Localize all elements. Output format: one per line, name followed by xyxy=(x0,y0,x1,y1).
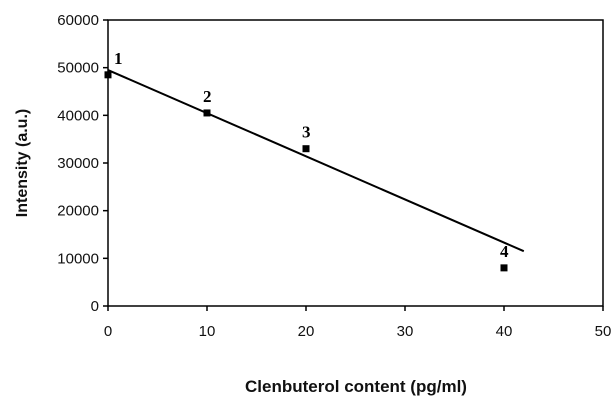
data-point-2 xyxy=(203,109,211,117)
x-tick-label: 10 xyxy=(199,323,216,340)
data-points: 1 2 3 4 xyxy=(104,49,509,272)
x-axis-ticks: 0 10 20 30 40 50 xyxy=(104,306,612,340)
x-tick-label: 0 xyxy=(104,323,112,340)
x-tick-label: 30 xyxy=(397,323,414,340)
x-tick-label: 20 xyxy=(298,323,315,340)
y-tick-label: 0 xyxy=(91,298,99,315)
y-tick-label: 10000 xyxy=(57,250,99,267)
y-tick-label: 30000 xyxy=(57,155,99,172)
point-label-1: 1 xyxy=(114,49,123,68)
data-point-4 xyxy=(500,264,508,272)
data-point-3 xyxy=(302,145,310,153)
point-label-4: 4 xyxy=(500,242,509,261)
data-point-1 xyxy=(104,71,112,79)
plot-area-frame xyxy=(107,19,604,307)
y-axis-label: Intensity (a.u.) xyxy=(14,109,31,217)
y-tick-label: 50000 xyxy=(57,60,99,77)
point-label-2: 2 xyxy=(203,87,212,106)
x-tick-label: 40 xyxy=(496,323,513,340)
y-tick-label: 20000 xyxy=(57,203,99,220)
x-tick-label: 50 xyxy=(595,323,612,340)
trend-line xyxy=(107,69,525,253)
point-label-3: 3 xyxy=(302,123,311,142)
y-tick-label: 40000 xyxy=(57,107,99,124)
y-axis-ticks: 0 10000 20000 30000 40000 50000 60000 xyxy=(57,12,108,315)
x-axis-label: Clenbuterol content (pg/ml) xyxy=(245,377,467,396)
y-tick-label: 60000 xyxy=(57,12,99,29)
